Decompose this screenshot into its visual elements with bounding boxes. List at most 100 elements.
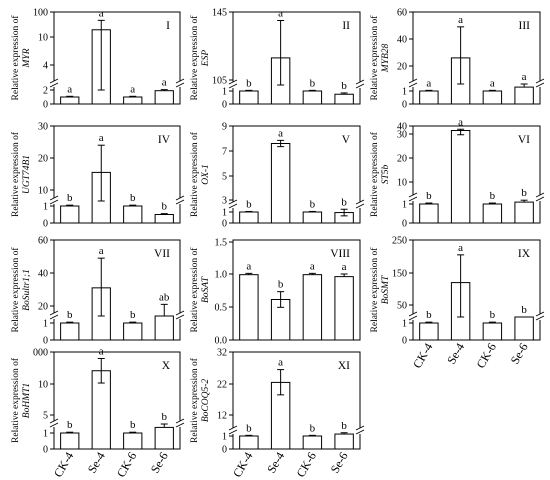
y-axis-label: Relative expression of	[369, 131, 380, 217]
significance-letter: a	[278, 357, 283, 369]
y-tick-label: 9	[222, 122, 227, 133]
significance-letter: a	[99, 7, 104, 19]
bar-Se-4	[270, 143, 291, 224]
plot-frame	[232, 11, 361, 105]
plot-frame	[412, 11, 541, 105]
bar-CK-4	[239, 274, 259, 341]
y-tick-label: 1	[43, 429, 48, 440]
bar-CK-4	[419, 203, 439, 224]
axis-break-left	[49, 310, 59, 320]
y-axis-gene: OX-1	[201, 164, 211, 185]
significance-letter: b	[130, 309, 136, 321]
y-tick-label: 1	[222, 87, 227, 98]
significance-letter: a	[99, 345, 104, 357]
y-axis-label: Relative expression of	[189, 247, 200, 333]
significance-letter: ab	[159, 291, 170, 303]
y-axis-gene: BoHMT1	[22, 383, 32, 418]
y-tick-label: 0.5	[215, 303, 228, 314]
y-axis-label: Relative expression of	[369, 247, 380, 333]
significance-letter: a	[490, 77, 495, 89]
axis-break-gap	[356, 82, 364, 88]
axis-break-right	[175, 195, 185, 205]
category-label: CK-6	[294, 450, 319, 480]
panel-VIII: 0.0 0.5 1.0 1.5 Relative expression of BoSAT V…	[189, 238, 361, 347]
y-axis-label: Relative expression of	[10, 131, 21, 217]
y-axis-gene: BoSMT	[381, 275, 391, 304]
plot-frame	[53, 125, 181, 224]
significance-letter: a	[67, 83, 72, 95]
significance-letter: a	[278, 127, 283, 139]
category-label: CK-6	[114, 450, 139, 480]
axis-break-right	[175, 310, 185, 320]
panel-numeral: XI	[338, 360, 350, 372]
significance-letter: b	[310, 77, 316, 89]
significance-letter: b	[130, 419, 136, 431]
significance-letter: b	[490, 309, 496, 321]
bar-CK-4	[419, 322, 439, 341]
y-axis-gene: ESP	[201, 50, 211, 68]
category-label: Se-6	[148, 450, 171, 476]
y-tick-label: 100	[33, 8, 48, 19]
significance-letter: b	[426, 309, 432, 321]
y-tick-label: 1.0	[215, 270, 228, 281]
panel-numeral: X	[162, 360, 171, 372]
y-tick-label: 40	[397, 35, 407, 46]
y-tick-label: 0	[222, 445, 227, 456]
category-label: CK-4	[51, 450, 76, 480]
y-tick-label: 0	[43, 445, 48, 456]
category-label: CK-6	[474, 341, 499, 371]
bar-CK-6	[123, 205, 143, 224]
significance-letter: b	[490, 190, 496, 202]
bar-CK-4	[239, 435, 259, 450]
axis-break-gap	[536, 314, 544, 320]
axis-break-left	[228, 199, 238, 209]
bar-Se-6	[154, 90, 174, 105]
y-tick-label: 145	[212, 8, 227, 19]
panel-XI: 0 1 12 22 32 Relative expression of BoCOQ5-2 XI…	[189, 348, 365, 480]
significance-letter: b	[521, 187, 527, 199]
y-tick-label: 1	[402, 319, 407, 330]
y-tick-label: 40	[38, 269, 48, 280]
y-tick-label: 2	[43, 86, 48, 97]
bar-CK-4	[60, 96, 80, 105]
plot-frame	[412, 239, 541, 341]
significance-letter: a	[130, 83, 135, 95]
axis-break-gap	[50, 313, 58, 319]
y-tick-label: 0.0	[215, 336, 228, 347]
significance-letter: a	[278, 8, 283, 20]
significance-letter: a	[99, 132, 104, 144]
y-tick-label: 1	[222, 432, 227, 443]
y-tick-label: 7	[222, 147, 227, 158]
significance-letter: b	[246, 198, 252, 210]
significance-letter: b	[67, 309, 73, 321]
panel-numeral: I	[166, 20, 170, 32]
y-tick-label: 000	[33, 348, 48, 359]
significance-letter: b	[426, 190, 432, 202]
axis-break-gap	[50, 198, 58, 204]
y-axis-gene: BoSultr1;1	[22, 269, 32, 311]
y-tick-label: 5	[43, 411, 48, 422]
significance-letter: b	[246, 422, 252, 434]
panel-numeral: IV	[158, 134, 171, 146]
panel-IV: 0 1 10 20 30 Relative expression of UGT74B1 IV b…	[10, 122, 185, 230]
y-tick-label: 105	[212, 76, 227, 87]
y-axis-label: Relative expression of	[10, 15, 21, 101]
bar-CK-6	[482, 322, 503, 341]
axis-break-right	[355, 79, 365, 89]
axis-break-left	[49, 78, 59, 88]
axis-break-gap	[229, 82, 237, 88]
axis-break-gap	[176, 81, 184, 87]
bar-CK-4	[60, 205, 80, 224]
panel-numeral: VII	[154, 248, 170, 260]
y-tick-label: 20	[38, 154, 48, 165]
y-axis-gene: UGT74B1	[22, 155, 32, 194]
significance-letter: b	[341, 196, 347, 208]
bar-Se-6	[154, 214, 174, 224]
axis-break-gap	[176, 313, 184, 319]
y-tick-label: 60	[397, 8, 407, 19]
panel-numeral: V	[342, 134, 351, 146]
panel-numeral: IX	[518, 248, 531, 260]
y-tick-label: 0	[402, 336, 407, 347]
axis-break-right	[355, 199, 365, 209]
significance-letter: b	[521, 304, 527, 316]
